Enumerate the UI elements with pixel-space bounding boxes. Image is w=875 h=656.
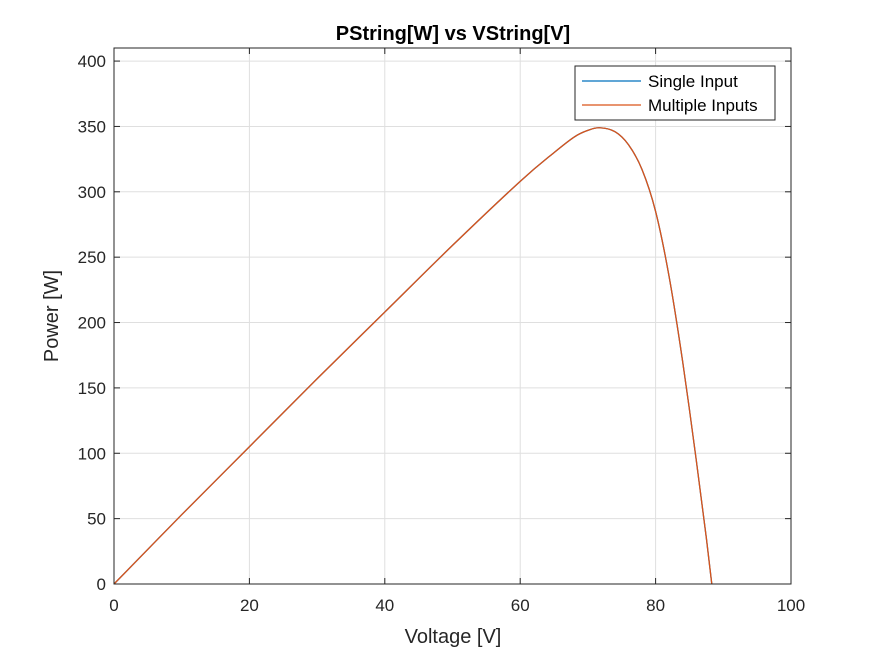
y-axis-label: Power [W] [41, 270, 63, 362]
x-tick-label: 20 [240, 596, 259, 615]
y-tick-label: 200 [78, 314, 106, 333]
x-tick-label: 40 [375, 596, 394, 615]
x-tick-label: 100 [777, 596, 805, 615]
axes-box [113, 47, 792, 585]
y-tick-label: 150 [78, 379, 106, 398]
ticks [113, 48, 792, 585]
x-axis-label: Voltage [V] [405, 626, 502, 648]
grid [113, 48, 792, 585]
series-layer [113, 127, 713, 585]
legend[interactable]: Single Input Multiple Inputs [574, 65, 776, 121]
y-tick-label: 400 [78, 52, 106, 71]
legend-label-single-input: Single Input [648, 72, 738, 91]
plot-area [114, 48, 791, 584]
y-tick-label: 250 [78, 248, 106, 267]
series-line-multiple-inputs [113, 127, 713, 585]
chart-title: PString[W] vs VString[V] [336, 23, 570, 45]
legend-box [574, 65, 776, 121]
x-tick-label: 0 [109, 596, 118, 615]
y-tick-label: 350 [78, 117, 106, 136]
x-tick-label: 80 [646, 596, 665, 615]
y-tick-label: 0 [97, 575, 106, 594]
y-tick-label: 300 [78, 183, 106, 202]
y-tick-label: 100 [78, 444, 106, 463]
y-tick-label: 50 [87, 510, 106, 529]
legend-label-multiple-inputs: Multiple Inputs [648, 96, 758, 115]
x-tick-label: 60 [511, 596, 530, 615]
tick-labels: 0 20 40 60 80 100 0 50 100 150 200 250 300 350 400 [78, 52, 806, 615]
